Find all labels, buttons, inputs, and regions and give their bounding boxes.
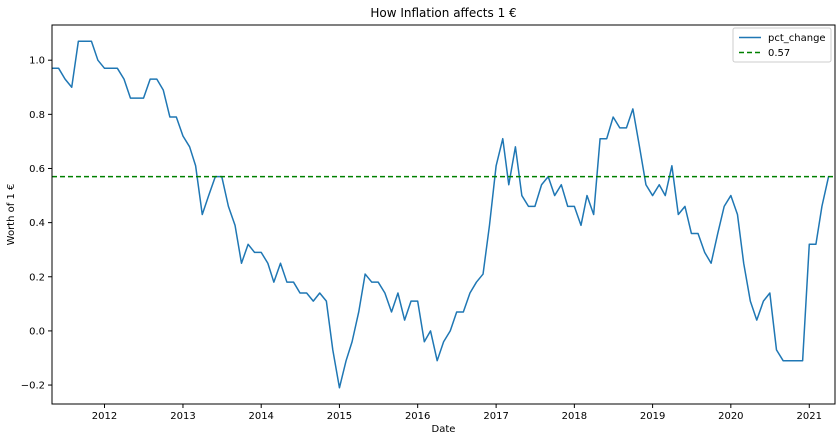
plot-content — [52, 40, 835, 389]
x-tick-label: 2012 — [92, 411, 117, 422]
x-tick-label: 2020 — [718, 411, 743, 422]
x-tick-label: 2019 — [640, 411, 665, 422]
legend-label-pct-change: pct_change — [768, 33, 826, 44]
legend-box — [732, 27, 832, 63]
x-tick-label: 2021 — [797, 411, 822, 422]
y-tick-label: 0.0 — [29, 326, 45, 337]
series-line-pct-change — [52, 40, 830, 389]
x-axis-title: Date — [432, 424, 456, 435]
y-axis-title: Worth of 1 € — [6, 184, 17, 246]
y-tick-label: 0.8 — [29, 110, 45, 121]
x-tick-label: 2016 — [405, 411, 430, 422]
legend: pct_change 0.57 — [732, 27, 832, 63]
y-tick-label: 0.2 — [29, 272, 45, 283]
legend-label-mean: 0.57 — [768, 48, 790, 59]
plot-area — [52, 25, 835, 404]
x-tick-label: 2018 — [562, 411, 587, 422]
x-tick-label: 2017 — [483, 411, 508, 422]
y-tick-label: −0.2 — [21, 381, 45, 392]
x-tick-label: 2015 — [327, 411, 352, 422]
x-tick-label: 2013 — [170, 411, 195, 422]
plot-border — [51, 24, 836, 405]
x-axis: 2012 2013 2014 2015 2016 2017 2018 2019 2020 2021 — [92, 404, 822, 422]
y-tick-label: 0.6 — [29, 164, 45, 175]
x-tick-label: 2014 — [248, 411, 273, 422]
y-tick-label: 1.0 — [29, 56, 45, 67]
y-tick-label: 0.4 — [29, 218, 45, 229]
chart-title: How Inflation affects 1 € — [370, 6, 516, 20]
y-axis: −0.2 0.0 0.2 0.4 0.6 0.8 1.0 — [21, 56, 52, 392]
